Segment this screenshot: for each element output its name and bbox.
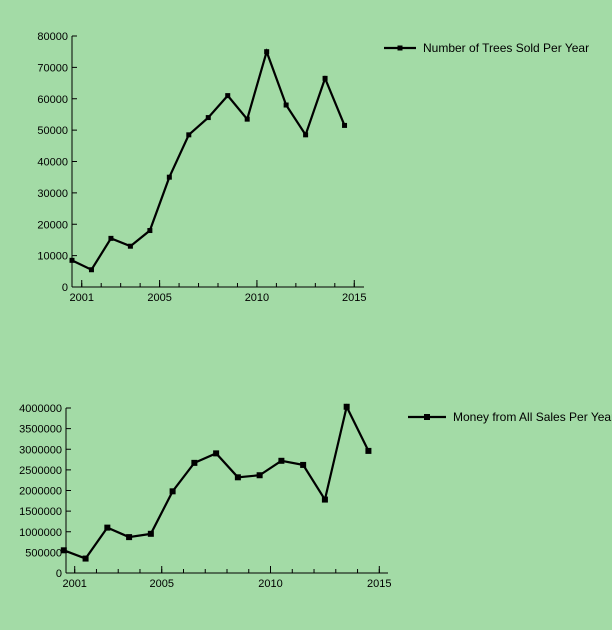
y-tick-label: 4000000: [19, 403, 62, 415]
data-point: [244, 116, 250, 122]
y-tick-label: 2500000: [19, 465, 62, 477]
y-tick-label: 20000: [37, 219, 68, 231]
y-tick-label: 30000: [37, 188, 68, 200]
data-point: [322, 75, 328, 81]
data-point: [256, 472, 263, 479]
x-tick-label: 2010: [245, 292, 269, 304]
data-point: [169, 488, 176, 495]
data-point: [191, 459, 198, 466]
data-point: [225, 93, 231, 99]
x-tick-label: 2010: [258, 578, 282, 590]
data-point: [300, 461, 307, 468]
y-tick-label: 2000000: [19, 486, 62, 498]
data-point: [69, 257, 75, 263]
data-point: [60, 547, 67, 554]
data-point: [283, 102, 289, 108]
data-point: [127, 243, 133, 249]
y-tick-label: 70000: [37, 62, 68, 74]
data-point: [234, 474, 241, 481]
x-tick-label: 2015: [342, 292, 366, 304]
y-tick-label: 10000: [37, 251, 68, 263]
data-point: [321, 496, 328, 503]
data-point: [365, 447, 372, 454]
data-point: [278, 457, 285, 464]
y-tick-label: 3000000: [19, 444, 62, 456]
data-point: [108, 235, 114, 241]
x-tick-label: 2015: [367, 578, 391, 590]
y-tick-label: 1000000: [19, 527, 62, 539]
data-point: [126, 534, 133, 541]
y-tick-label: 80000: [37, 31, 68, 43]
data-point: [166, 174, 172, 180]
data-point: [147, 228, 153, 234]
data-point: [82, 555, 89, 562]
data-point: [342, 122, 348, 128]
data-point: [343, 403, 350, 410]
y-tick-label: 500000: [25, 547, 62, 559]
data-point: [104, 524, 111, 531]
y-tick-label: 0: [62, 282, 68, 294]
y-tick-label: 60000: [37, 94, 68, 106]
y-tick-label: 0: [56, 568, 62, 580]
data-point: [147, 530, 154, 537]
money-sales-chart: 0 500000 1000000 1500000 2000000 2500000 30000…: [19, 403, 612, 590]
x-tick-label: 2005: [149, 578, 173, 590]
y-tick-label: 50000: [37, 125, 68, 137]
x-tick-label: 2005: [147, 292, 171, 304]
data-point: [264, 49, 270, 55]
legend-marker: [397, 45, 403, 51]
data-point: [213, 450, 220, 457]
trees-sold-chart: 0 10000 20000 30000 40000 50000 60000 70000 8000…: [37, 31, 589, 304]
data-point: [88, 267, 94, 273]
series-line: [63, 403, 370, 560]
y-tick-label: 1500000: [19, 506, 62, 518]
x-tick-label: 2001: [62, 578, 86, 590]
data-point: [205, 115, 211, 121]
legend-label: Money from All Sales Per Year: [453, 410, 612, 424]
data-point: [186, 132, 192, 138]
y-tick-label: 3500000: [19, 424, 62, 436]
data-point: [303, 132, 309, 138]
x-tick-label: 2001: [69, 292, 93, 304]
y-tick-label: 40000: [37, 157, 68, 169]
legend-label: Number of Trees Sold Per Year: [423, 41, 589, 55]
legend-marker: [424, 414, 430, 420]
